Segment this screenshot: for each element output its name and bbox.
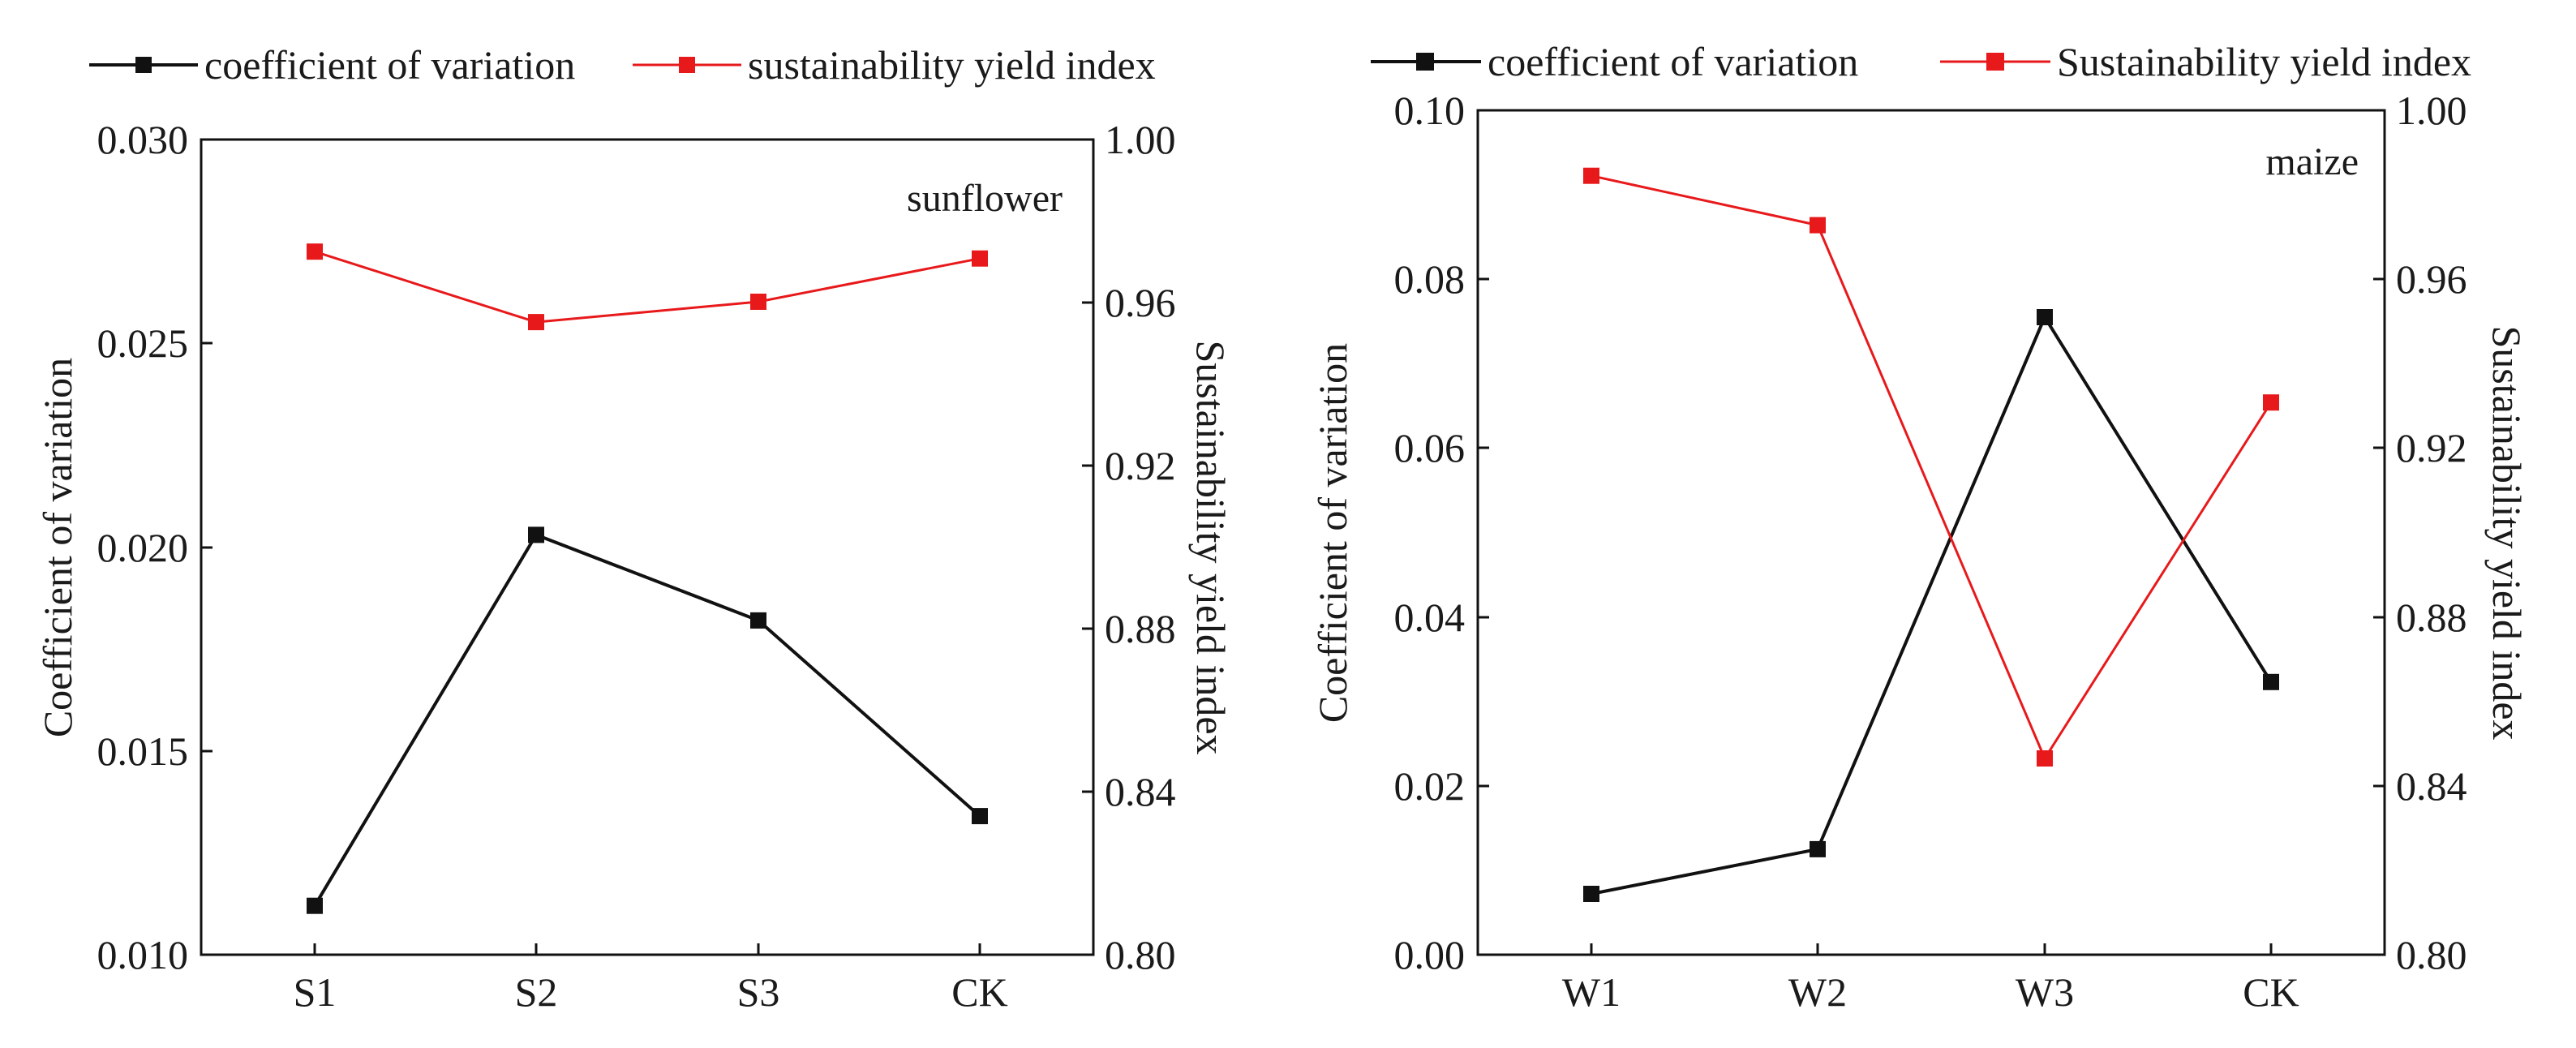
data-point-cv-w2 xyxy=(1810,840,1826,857)
left-tick-label: 0.010 xyxy=(97,932,189,977)
data-point-syi-s3 xyxy=(750,294,766,310)
data-point-cv-s3 xyxy=(750,612,766,629)
legend-cv-text-sunflower: coefficient of variation xyxy=(204,42,575,88)
left-tick-label: 0.030 xyxy=(97,117,189,162)
data-point-syi-ck xyxy=(972,250,988,267)
x-category-label: CK xyxy=(2243,969,2299,1015)
plot-series-sunflower xyxy=(307,243,988,914)
data-point-cv-s2 xyxy=(528,526,544,543)
left-axis-maize: 0.00 0.02 0.04 0.06 0.08 0.10 xyxy=(1394,88,1489,977)
y-axis-title-right-maize: Sustainability yield index xyxy=(2484,325,2530,740)
x-axis-sunflower: S1 S2 S3 CK xyxy=(294,943,1008,1015)
left-tick-label: 0.02 xyxy=(1394,763,1466,809)
data-point-syi-w3 xyxy=(2037,750,2053,767)
y-axis-title-right-sunflower: Sustainability yield index xyxy=(1188,340,1234,754)
data-point-cv-s1 xyxy=(307,897,323,914)
right-tick-label: 0.84 xyxy=(1105,769,1176,814)
series-line-cv-maize xyxy=(1591,313,2273,896)
chart-sunflower: coefficient of variation sustainability … xyxy=(35,42,1234,1015)
right-tick-label: 0.80 xyxy=(1105,932,1176,977)
x-category-label: S1 xyxy=(294,969,337,1015)
legend-cv-text-maize: coefficient of variation xyxy=(1488,39,1858,84)
legend-syi-text-maize: Sustainability yield index xyxy=(2057,39,2471,84)
data-point-syi-w2 xyxy=(1810,217,1826,234)
left-tick-label: 0.015 xyxy=(97,728,189,774)
left-axis-sunflower: 0.010 0.015 0.020 0.025 0.030 xyxy=(97,117,213,977)
left-tick-label: 0.10 xyxy=(1394,88,1466,133)
series-line-cv-sunflower xyxy=(313,532,981,907)
right-tick-label: 0.96 xyxy=(2396,256,2467,302)
panel-label-sunflower: sunflower xyxy=(907,177,1063,220)
plot-series-maize xyxy=(1583,167,2279,902)
right-tick-label: 0.84 xyxy=(2396,763,2467,809)
data-point-syi-w1 xyxy=(1583,167,1599,184)
series-line-syi-maize xyxy=(1591,174,2273,762)
data-point-cv-w1 xyxy=(1583,886,1599,902)
left-tick-label: 0.025 xyxy=(97,320,189,366)
right-tick-label: 0.80 xyxy=(2396,932,2467,977)
right-tick-label: 0.92 xyxy=(1105,443,1176,488)
legend-syi-marker-maize xyxy=(1986,53,2004,71)
left-tick-label: 0.020 xyxy=(97,525,189,570)
x-category-label: W3 xyxy=(2016,969,2074,1015)
data-point-syi-s2 xyxy=(528,314,544,331)
data-point-syi-s1 xyxy=(307,243,323,260)
legend-syi-text-sunflower: sustainability yield index xyxy=(748,42,1156,88)
right-axis-sunflower: 0.80 0.84 0.88 0.92 0.96 1.00 xyxy=(1082,117,1176,977)
right-tick-label: 0.92 xyxy=(2396,425,2467,470)
data-point-cv-ck xyxy=(2263,673,2279,690)
chart-maize: coefficient of variation Sustainability … xyxy=(1310,39,2530,1015)
x-category-label: CK xyxy=(951,969,1007,1015)
x-category-label: S3 xyxy=(737,969,780,1015)
right-tick-label: 0.96 xyxy=(1105,280,1176,325)
data-point-cv-ck xyxy=(972,808,988,825)
series-line-syi-sunflower xyxy=(314,250,981,324)
x-category-label: W2 xyxy=(1788,969,1847,1015)
data-point-cv-w3 xyxy=(2037,309,2053,325)
left-tick-label: 0.06 xyxy=(1394,425,1466,470)
right-axis-maize: 0.80 0.84 0.88 0.92 0.96 1.00 xyxy=(2373,88,2467,977)
y-axis-title-left-sunflower: Coefficient of variation xyxy=(35,358,80,737)
right-tick-label: 1.00 xyxy=(1105,117,1176,162)
left-tick-label: 0.08 xyxy=(1394,256,1466,302)
legend-sunflower: coefficient of variation sustainability … xyxy=(89,42,1156,88)
legend-maize: coefficient of variation Sustainability … xyxy=(1371,39,2471,84)
left-tick-label: 0.00 xyxy=(1394,932,1466,977)
right-tick-label: 1.00 xyxy=(2396,88,2467,133)
x-axis-maize: W1 W2 W3 CK xyxy=(1562,943,2299,1015)
legend-syi-marker-sunflower xyxy=(679,57,695,73)
legend-cv-marker-sunflower xyxy=(135,57,152,73)
x-category-label: W1 xyxy=(1562,969,1621,1015)
plot-frame-maize xyxy=(1476,109,2386,956)
y-axis-title-left-maize: Coefficient of variation xyxy=(1310,343,1355,723)
right-tick-label: 0.88 xyxy=(2396,595,2467,640)
left-tick-label: 0.04 xyxy=(1394,595,1466,640)
x-category-label: S2 xyxy=(515,969,558,1015)
legend-cv-marker-maize xyxy=(1416,53,1434,71)
panel-label-maize: maize xyxy=(2265,140,2359,183)
right-tick-label: 0.88 xyxy=(1105,606,1176,651)
data-point-syi-ck xyxy=(2263,394,2279,411)
